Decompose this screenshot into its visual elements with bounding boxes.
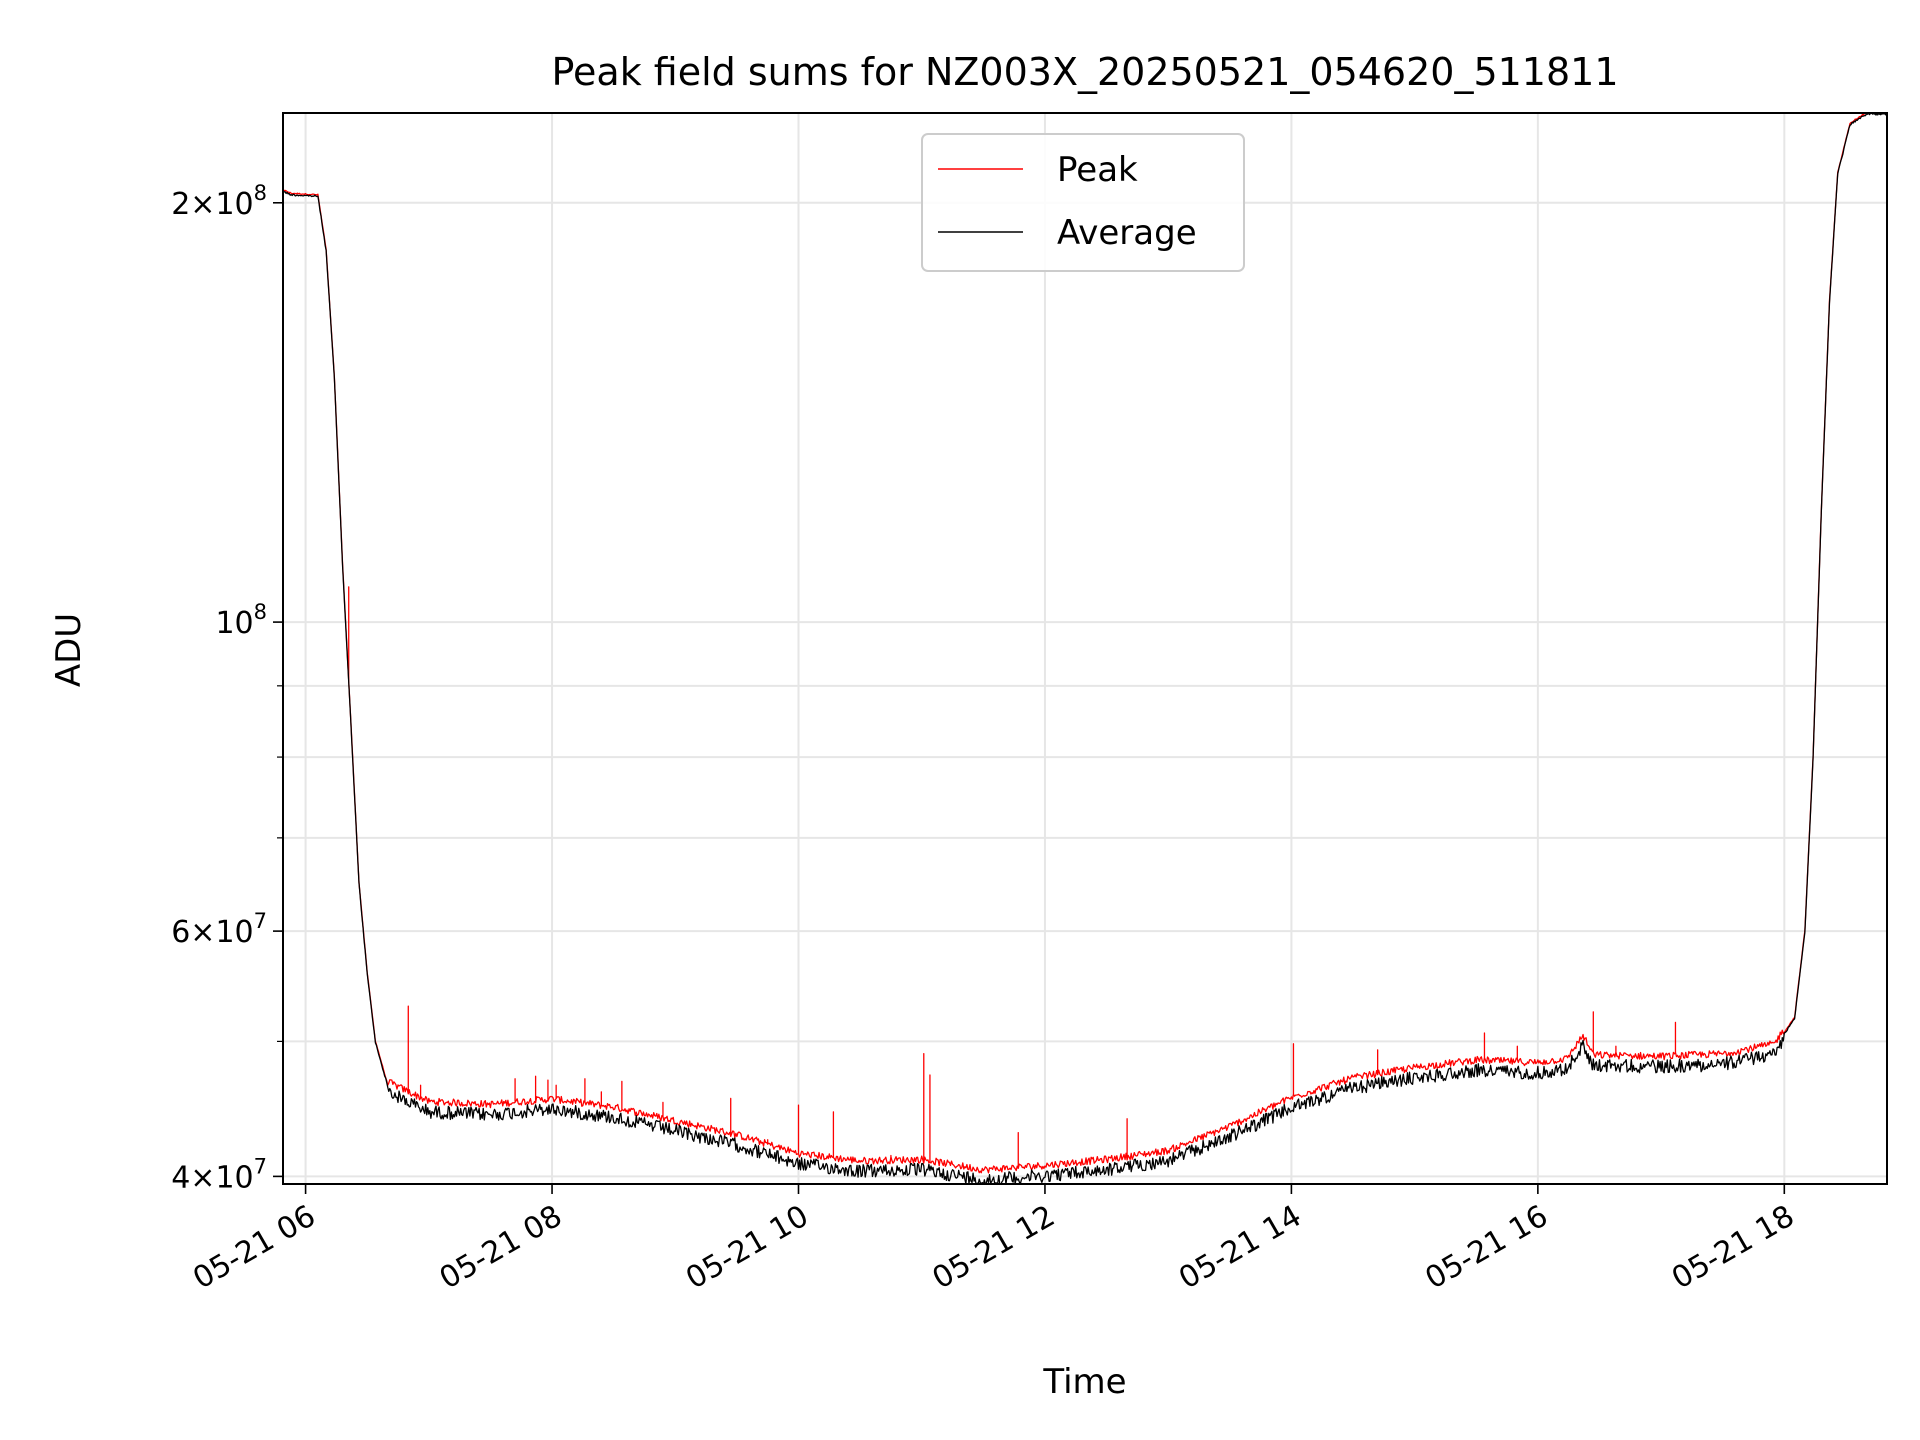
y-axis-label: ADU [49,613,89,687]
x-tick-label: 05-21 08 [434,1199,568,1297]
y-tick-label: 6×107 [171,909,267,950]
y-tick-label: 108 [215,600,267,641]
y-tick-label: 2×108 [171,181,267,222]
y-axis: 4×107 6×107 108 2×108 [171,181,283,1195]
legend-box [921,133,1245,272]
grid [283,113,1887,1184]
x-tick-label: 05-21 14 [1173,1199,1307,1297]
series-line-peak [283,113,1887,1174]
chart-title: Peak field sums for NZ003X_20250521_0546… [551,50,1618,94]
series-layer [283,113,1887,1184]
x-tick-label: 05-21 06 [187,1199,321,1297]
x-tick-label: 05-21 18 [1666,1199,1800,1297]
plot-frame [282,112,1888,1185]
x-axis-label: Time [1042,1362,1126,1402]
x-tick-label: 05-21 12 [927,1199,1061,1297]
legend: Peak Average [921,133,1245,272]
x-tick-label: 05-21 16 [1420,1199,1554,1297]
x-axis: 05-21 06 05-21 08 05-21 10 05-21 12 05-21 14… [187,1184,1800,1296]
legend-label-average: Average [1057,213,1197,253]
x-tick-label: 05-21 10 [680,1199,814,1297]
legend-label-peak: Peak [1057,150,1138,190]
y-tick-label: 4×107 [171,1154,267,1195]
series-line-average [283,113,1887,1184]
